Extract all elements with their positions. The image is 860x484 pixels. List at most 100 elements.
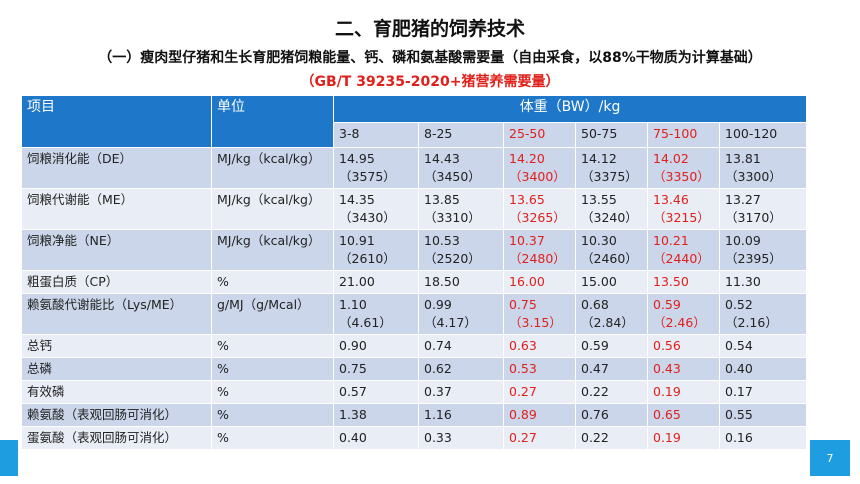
table-row: 饲粮代谢能（ME） MJ/kg（kcal/kg） 14.35 （3430） 13.85 （… [21,188,808,230]
value-cell: 0.17 [718,380,808,404]
cell-alt-unit-value: （3170） [725,210,782,225]
cell-value: 10.09 [725,233,761,248]
cell-alt-unit-value: （3350） [653,169,710,184]
weight-range-header: 3-8 [333,122,419,148]
cell-value: 21.00 [339,274,375,289]
cell-value: 10.91 [339,233,375,248]
cell-value: 0.68 [581,297,609,312]
table-row: 总钙% 0.90 0.74 0.63 0.59 0.56 0.54 [21,334,808,358]
cell-alt-unit-value: （2520） [424,251,481,266]
cell-value: 15.00 [581,274,617,289]
value-cell: 0.68 （2.84） [575,293,648,335]
cell-value: 0.75 [339,361,367,376]
value-cell: 14.35 （3430） [333,188,419,230]
cell-alt-unit-value: （2.84） [581,315,634,330]
weight-range-header: 25-50 [503,122,576,148]
value-cell: 14.12 （3375） [575,147,648,189]
cell-value: 0.54 [725,338,753,353]
cell-alt-unit-value: （2480） [509,251,566,266]
cell-value: 0.59 [581,338,609,353]
cell-value: 0.40 [339,430,367,445]
value-cell: 0.76 [575,403,648,427]
cell-value: 0.52 [725,297,753,312]
cell-alt-unit-value: （2395） [725,251,782,266]
row-unit: % [211,403,334,427]
value-cell: 0.53 [503,357,576,381]
row-item-label: 总磷 [21,357,212,381]
value-cell: 13.27 （3170） [718,188,808,230]
cell-value: 11.30 [725,274,761,289]
header-unit: 单位 [211,95,334,148]
value-cell: 0.55 [718,403,808,427]
cell-alt-unit-value: （2.16） [725,315,778,330]
value-cell: 1.16 [418,403,504,427]
row-unit: MJ/kg（kcal/kg） [211,229,334,271]
header-weight: 体重（BW）/kg [332,95,808,123]
weight-range-header: 75-100 [647,122,720,148]
cell-value: 0.19 [653,430,681,445]
table-row: 有效磷% 0.57 0.37 0.27 0.22 0.19 0.17 [21,380,808,404]
value-cell: 10.30 （2460） [575,229,648,271]
value-cell: 0.59 [575,334,648,358]
value-cell: 13.50 [647,270,720,294]
cell-value: 13.50 [653,274,689,289]
cell-value: 0.16 [725,430,753,445]
row-item-label: 饲粮净能（NE） [21,229,212,271]
cell-alt-unit-value: （3450） [424,169,481,184]
value-cell: 0.99 （4.17） [418,293,504,335]
value-cell: 13.81 （3300） [718,147,808,189]
cell-alt-unit-value: （3.15） [509,315,562,330]
decorative-side-bar [0,440,18,476]
cell-alt-unit-value: （3310） [424,210,481,225]
value-cell: 16.00 [503,270,576,294]
value-cell: 0.90 [333,334,419,358]
header-item: 项目 [21,95,212,148]
row-item-label: 总钙 [21,334,212,358]
cell-value: 1.38 [339,407,367,422]
row-item-label: 赖氨酸代谢能比（Lys/ME） [21,293,212,335]
value-cell: 0.16 [718,426,808,450]
page-number: 7 [810,440,850,476]
value-cell: 14.43 （3450） [418,147,504,189]
row-unit: % [211,270,334,294]
cell-value: 13.46 [653,192,689,207]
cell-value: 0.40 [725,361,753,376]
table-row: 蛋氨酸（表观回肠可消化）% 0.40 0.33 0.27 0.22 0.19 0.16 [21,426,808,450]
cell-value: 14.12 [581,151,617,166]
value-cell: 0.54 [718,334,808,358]
value-cell: 0.40 [718,357,808,381]
cell-value: 13.65 [509,192,545,207]
table-row: 赖氨酸（表观回肠可消化）% 1.38 1.16 0.89 0.76 0.65 0.55 [21,403,808,427]
cell-value: 1.10 [339,297,367,312]
cell-value: 13.85 [424,192,460,207]
page-title: 二、育肥猪的饲养技术 [334,18,525,40]
value-cell: 0.19 [647,426,720,450]
cell-value: 0.43 [653,361,681,376]
cell-value: 0.56 [653,338,681,353]
row-item-label: 粗蛋白质（CP） [21,270,212,294]
value-cell: 0.37 [418,380,504,404]
value-cell: 0.75 [333,357,419,381]
value-cell: 10.37 （2480） [503,229,576,271]
cell-value: 0.27 [509,430,537,445]
value-cell: 0.59 （2.46） [647,293,720,335]
cell-value: 0.33 [424,430,452,445]
value-cell: 0.22 [575,426,648,450]
value-cell: 0.40 [333,426,419,450]
cell-value: 0.89 [509,407,537,422]
value-cell: 14.20 （3400） [503,147,576,189]
cell-value: 0.62 [424,361,452,376]
row-unit: g/MJ（g/Mcal） [211,293,334,335]
cell-value: 10.30 [581,233,617,248]
cell-value: 0.17 [725,384,753,399]
cell-value: 10.53 [424,233,460,248]
cell-alt-unit-value: （4.17） [424,315,477,330]
value-cell: 14.02 （3350） [647,147,720,189]
cell-value: 0.90 [339,338,367,353]
cell-value: 0.75 [509,297,537,312]
value-cell: 1.38 [333,403,419,427]
cell-value: 0.55 [725,407,753,422]
cell-value: 14.02 [653,151,689,166]
standard-reference: （GB/T 39235-2020+猪营养需要量） [300,74,560,90]
row-unit: MJ/kg（kcal/kg） [211,147,334,189]
